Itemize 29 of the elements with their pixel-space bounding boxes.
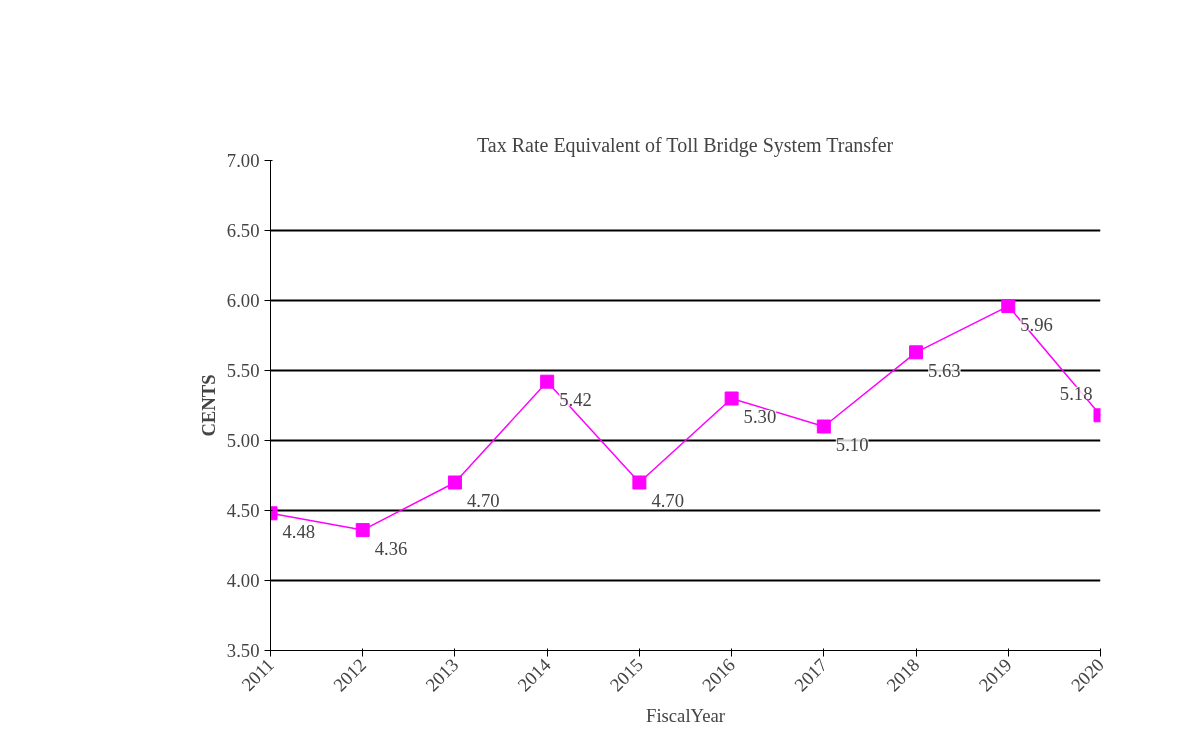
text: 5.30 xyxy=(743,406,777,427)
point xyxy=(909,345,924,360)
y-tick-label: 6.00 xyxy=(226,290,260,311)
text: 5.63 xyxy=(928,359,961,381)
text: 5.18 xyxy=(1059,382,1093,404)
y-tick-label: 6.50 xyxy=(226,220,260,241)
y-tick-label: 3.50 xyxy=(226,640,260,661)
point xyxy=(1001,299,1016,314)
text: 4.48 xyxy=(282,520,316,542)
y-tick-label: 4.00 xyxy=(226,570,260,591)
point xyxy=(355,523,370,538)
y-tick-label: 5.50 xyxy=(226,360,260,381)
y-tick-label: 4.50 xyxy=(226,500,260,521)
chart-title: Tax Rate Equivalent of Toll Bridge System Transfer xyxy=(477,133,894,157)
y-tick-label: 7.00 xyxy=(226,150,260,171)
text: 5.10 xyxy=(835,434,869,455)
x-axis-title: FiscalYear xyxy=(646,705,726,727)
text: 5.96 xyxy=(1020,313,1053,335)
point xyxy=(724,391,739,406)
y-tick-label: 5.00 xyxy=(226,430,260,451)
point xyxy=(632,475,647,490)
y-axis-title: CENTS xyxy=(197,374,219,437)
point xyxy=(816,419,831,434)
text: 4.36 xyxy=(374,537,408,559)
point xyxy=(447,475,462,490)
point xyxy=(540,374,555,389)
text: 4.70 xyxy=(651,490,685,511)
text: 5.42 xyxy=(559,389,592,411)
text: 4.70 xyxy=(466,490,500,511)
